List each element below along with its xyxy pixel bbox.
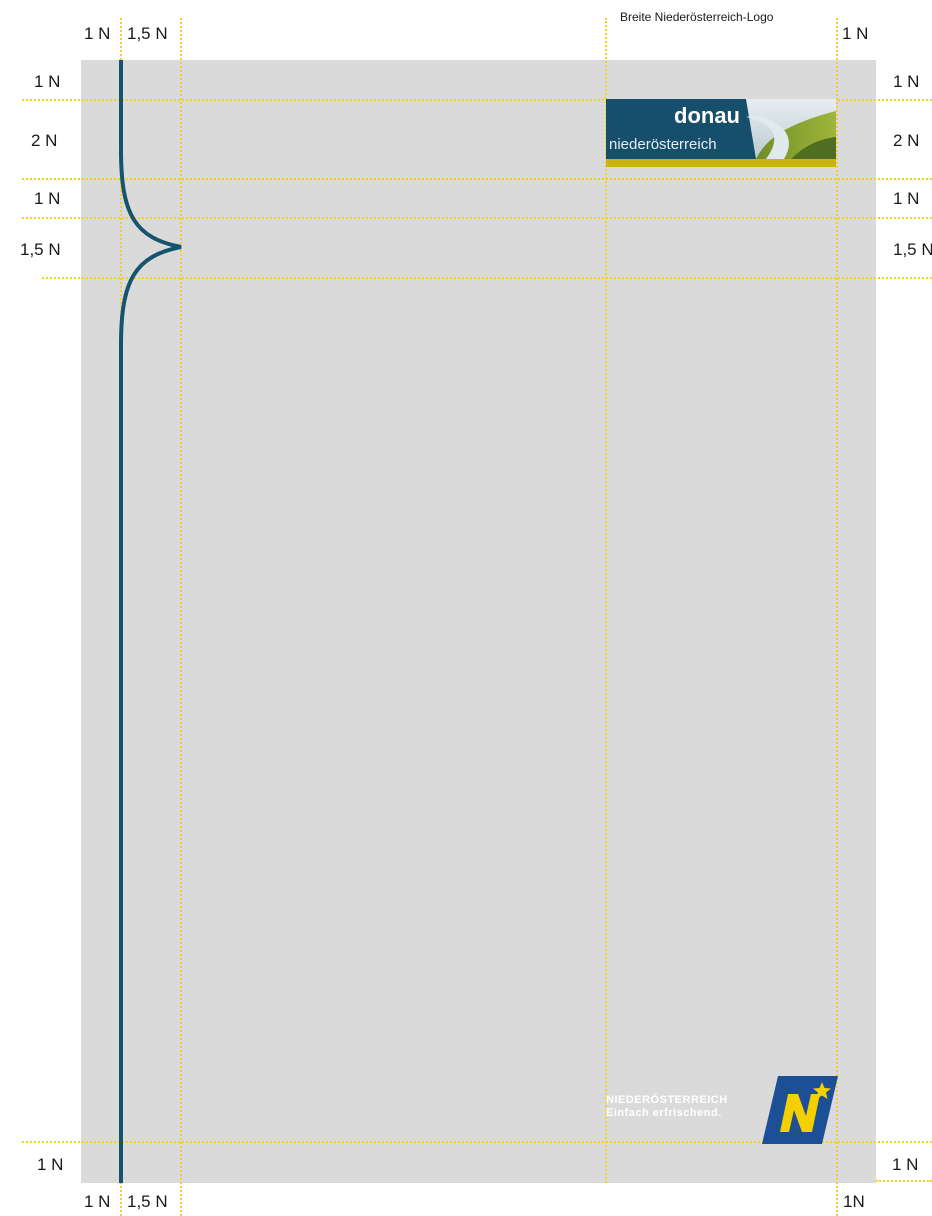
label-left-1n-b: 1 N <box>34 189 61 208</box>
label-top-1n: 1 N <box>84 24 111 43</box>
river-landscape-icon <box>746 99 836 159</box>
label-right-1n-bottom: 1 N <box>892 1155 919 1174</box>
label-right-1-5n: 1,5 N <box>893 241 932 258</box>
label-top-1-5n: 1,5 N <box>127 24 168 43</box>
noe-logo-name: NIEDERÖSTERREICH <box>606 1094 728 1106</box>
label-right-2n: 2 N <box>893 131 920 150</box>
label-right-1n-a: 1 N <box>893 72 920 91</box>
donau-wordmark: donau <box>674 103 740 128</box>
guide-top <box>22 99 932 101</box>
noe-logo: NIEDERÖSTERREICH Einfach erfrischend. <box>602 1074 838 1146</box>
guide-after-2n <box>22 178 932 180</box>
label-bottom-1n: 1 N <box>84 1192 111 1211</box>
page-area <box>81 60 876 1183</box>
guide-left-1-5n <box>180 18 182 1216</box>
label-left-2n: 2 N <box>31 131 58 150</box>
guide-logo-left <box>605 18 607 1183</box>
label-top-right-1n: 1 N <box>842 24 869 43</box>
guide-logo-right <box>836 18 838 1216</box>
label-bottom-1-5n: 1,5 N <box>127 1192 168 1211</box>
guide-after-1n <box>22 217 932 219</box>
donau-subline: niederösterreich <box>609 136 717 153</box>
guide-after-1-5n <box>42 277 932 279</box>
label-left-1n-bottom: 1 N <box>37 1155 64 1174</box>
noe-n-badge-icon <box>762 1076 838 1144</box>
guide-bottom <box>22 1141 932 1143</box>
label-left-1n-a: 1 N <box>34 72 61 91</box>
noe-logo-slogan: Einfach erfrischend. <box>606 1107 722 1119</box>
curve-path <box>119 60 182 1183</box>
label-left-1-5n: 1,5 N <box>20 240 61 259</box>
label-bottom-right-1n: 1N <box>843 1192 865 1211</box>
guide-bottom-right-short <box>876 1180 932 1182</box>
logo-width-caption: Breite Niederösterreich-Logo <box>620 10 774 24</box>
donau-logo: donau niederösterreich <box>606 99 836 167</box>
donau-logo-stripe <box>606 159 836 167</box>
label-right-1n-b: 1 N <box>893 189 920 208</box>
